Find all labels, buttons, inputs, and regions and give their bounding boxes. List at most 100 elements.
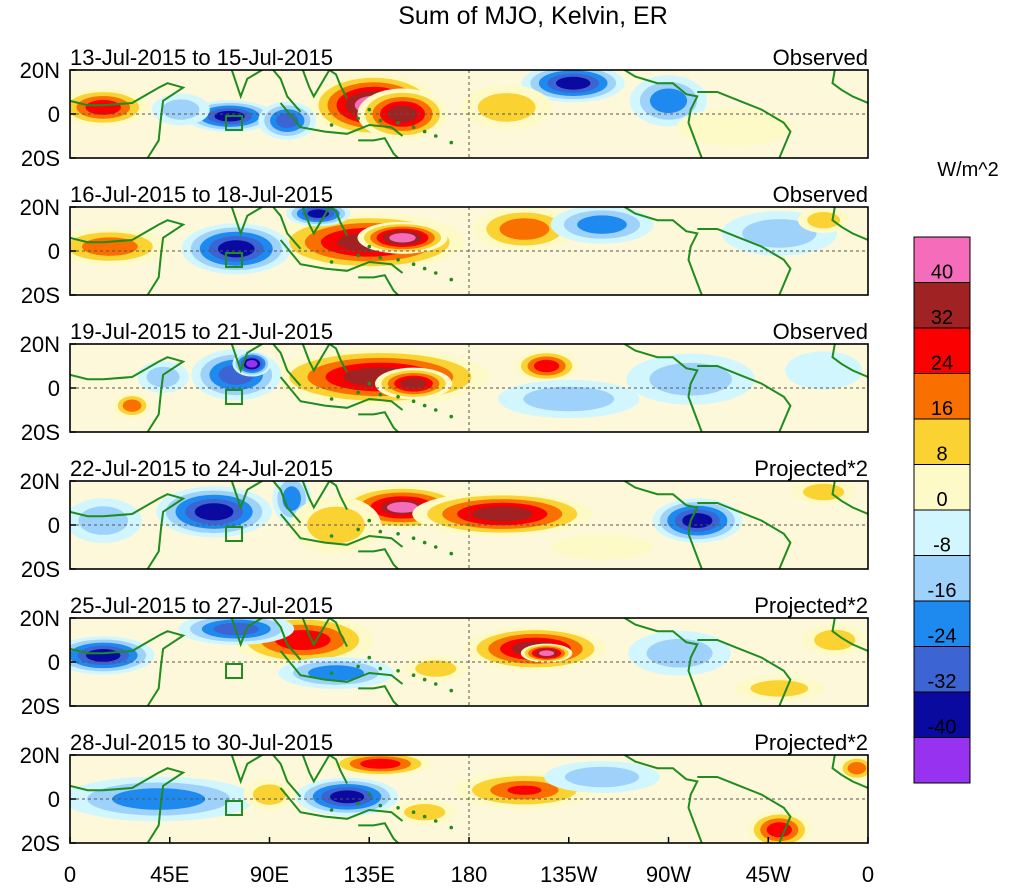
y-tick-label: 20N <box>20 469 60 494</box>
anomaly-core <box>322 669 350 677</box>
island-marker <box>396 121 400 125</box>
island-marker <box>449 140 454 145</box>
x-tick-label: 45E <box>150 862 189 887</box>
anomaly-core <box>280 115 295 126</box>
coastline-southeast-asia <box>301 344 348 374</box>
coastline-west-africa <box>831 481 868 515</box>
coastline-americas-east <box>697 365 792 432</box>
coastline-australia <box>358 685 400 706</box>
coastline-americas-east <box>697 228 792 295</box>
panel-date-range: 13-Jul-2015 to 15-Jul-2015 <box>70 45 333 70</box>
colorbar-tick-label: 24 <box>931 353 953 375</box>
coastline-south-asia <box>196 207 302 250</box>
coastlines <box>70 481 868 569</box>
panel-4: 20N 0 20S 22-Jul-2015 to 24-Jul-2015 Project… <box>20 456 869 582</box>
box-marker <box>225 663 244 679</box>
colorbar-tick-label: 40 <box>931 262 953 284</box>
colorbar-units: W/m^2 <box>937 159 999 181</box>
coastline-south-asia <box>196 70 302 113</box>
anomaly-core <box>589 219 615 230</box>
colorbar-tick-label: -8 <box>933 535 951 557</box>
island-marker <box>396 258 400 262</box>
anomaly-field <box>70 755 868 843</box>
anomaly-core <box>659 94 678 107</box>
y-tick-label: 20N <box>20 332 60 357</box>
coastline-americas-east <box>697 639 792 706</box>
colorbar-swatch <box>913 327 971 374</box>
anomaly-core <box>310 210 327 217</box>
coastline-americas-west <box>622 481 703 569</box>
island-marker <box>356 664 360 669</box>
island-marker <box>422 814 427 819</box>
anomaly-core <box>127 402 137 409</box>
panel-status: Observed <box>773 182 868 207</box>
panel-date-range: 19-Jul-2015 to 21-Jul-2015 <box>70 319 333 344</box>
anomaly-core <box>675 373 707 386</box>
island-marker <box>411 673 416 677</box>
panel-1: 20N 0 20S 13-Jul-2015 to 15-Jul-2015 Observe… <box>20 45 869 171</box>
panel-date-range: 22-Jul-2015 to 24-Jul-2015 <box>70 456 333 481</box>
coastline-indonesia <box>279 102 404 137</box>
island-marker <box>367 381 372 386</box>
colorbar-swatch <box>913 418 971 465</box>
box-marker <box>225 252 244 268</box>
coastlines <box>70 207 868 295</box>
coastlines <box>70 344 868 432</box>
coastline-indonesia <box>279 239 404 274</box>
island-marker <box>329 808 334 812</box>
y-tick-label: 0 <box>48 513 60 538</box>
x-tick-label: 135E <box>344 862 395 887</box>
island-marker <box>378 392 383 397</box>
x-tick-label: 45W <box>746 862 791 887</box>
y-tick-label: 20N <box>20 58 60 83</box>
anomaly-core <box>512 223 537 235</box>
coastline-southeast-asia <box>301 481 348 511</box>
y-tick-label: 0 <box>48 650 60 675</box>
coastline-australia <box>358 274 400 295</box>
island-marker <box>433 134 438 138</box>
coastline-africa <box>70 630 186 706</box>
coastline-west-africa <box>831 755 868 789</box>
colorbar-tick-label: -40 <box>928 717 957 739</box>
y-tick-label: 20S <box>21 146 60 171</box>
y-tick-label: 20N <box>20 195 60 220</box>
anomaly-core <box>223 242 250 255</box>
panel-status: Observed <box>773 319 868 344</box>
y-tick-label: 20S <box>21 420 60 445</box>
island-marker <box>411 810 416 814</box>
island-marker <box>433 545 438 549</box>
anomaly-core <box>495 102 518 113</box>
y-tick-label: 0 <box>48 239 60 264</box>
island-marker <box>396 806 400 810</box>
coastlines <box>70 755 868 843</box>
anomaly-core <box>386 502 419 513</box>
colorbar-tick-label: -32 <box>928 671 957 693</box>
anomaly-core <box>200 505 229 518</box>
coastline-south-asia <box>196 481 302 524</box>
colorbar-swatch <box>913 509 971 556</box>
coastline-indonesia <box>279 513 404 548</box>
x-axis: 0 45E 90E 135E 180 135W 90W 45W 0 <box>64 837 874 887</box>
island-marker <box>356 527 360 532</box>
anomaly-core <box>560 78 586 88</box>
coastline-south-asia <box>196 755 302 798</box>
x-tick-label: 135W <box>540 862 598 887</box>
island-marker <box>433 819 438 823</box>
coastline-americas-west <box>622 344 703 432</box>
coastline-americas-east <box>697 91 792 158</box>
anomaly-core <box>540 650 553 656</box>
island-marker <box>449 277 454 282</box>
y-tick-label: 0 <box>48 376 60 401</box>
coastline-africa <box>70 767 186 843</box>
island-marker <box>422 129 427 134</box>
x-tick-label: 90W <box>646 862 691 887</box>
colorbar-tick-label: 8 <box>936 444 947 466</box>
coastline-americas-west <box>622 207 703 295</box>
anomaly-core <box>589 543 615 551</box>
coastline-southeast-asia <box>301 70 348 100</box>
coastline-southeast-asia <box>301 618 348 648</box>
x-tick-label: 0 <box>862 862 874 887</box>
coastline-south-asia <box>196 618 302 661</box>
coastline-australia <box>358 548 400 569</box>
coastline-south-asia <box>196 344 302 387</box>
